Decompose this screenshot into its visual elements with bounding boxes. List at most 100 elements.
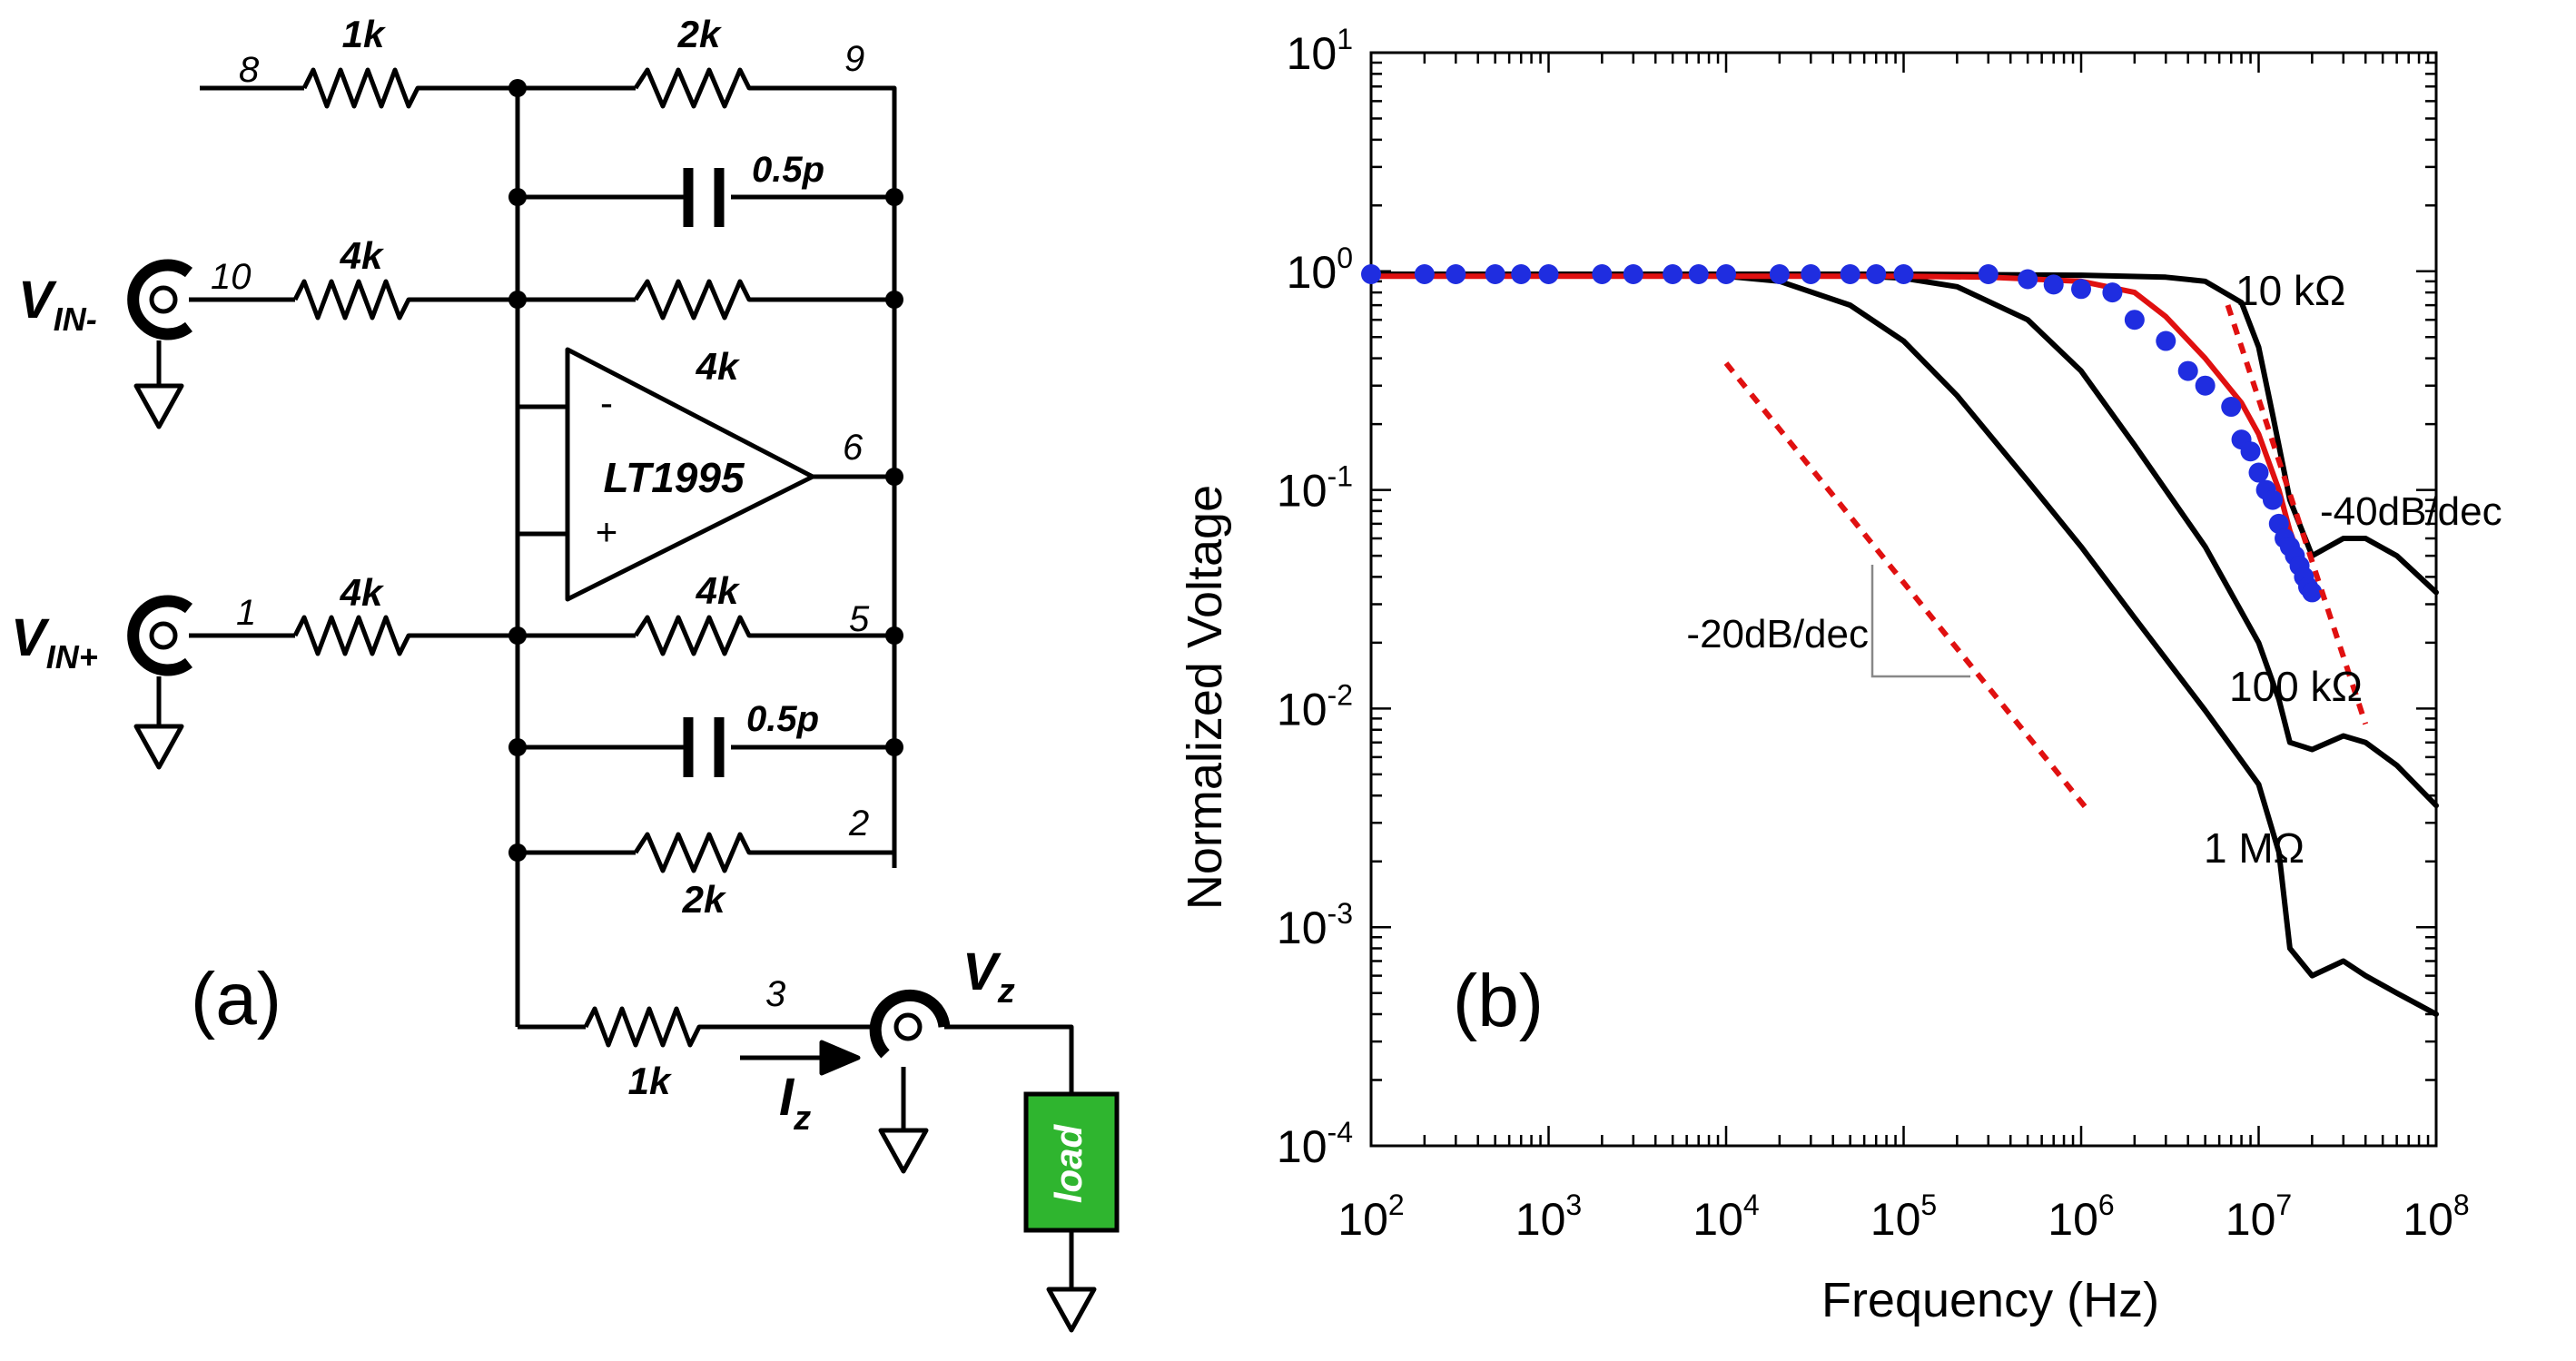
data-point [2043, 274, 2064, 295]
x-tick-label: 108 [2403, 1188, 2469, 1245]
data-point [2262, 489, 2283, 510]
data-point [1592, 263, 1613, 284]
series-fit [1368, 273, 2315, 596]
x-tick-label: 106 [2048, 1188, 2114, 1245]
annotation-10k: 10 kΩ [2235, 267, 2345, 314]
data-point [1893, 263, 1914, 284]
data-point [1361, 263, 1381, 284]
y-tick-label: 10-3 [1277, 897, 1353, 953]
data-point [2240, 441, 2261, 462]
load-label: load [1047, 1123, 1090, 1203]
bnc-vin-minus-icon [127, 259, 192, 340]
iz-label: Iz [779, 1068, 811, 1138]
ground-vz-icon [878, 1128, 929, 1174]
resistor-4k-in-plus [292, 615, 418, 656]
data-point [1485, 263, 1505, 284]
capacitor-bottom [683, 717, 725, 777]
ground-load-icon [1046, 1287, 1097, 1333]
capacitor-top [683, 168, 725, 227]
x-tick-label: 107 [2226, 1188, 2292, 1245]
data-point [1716, 263, 1736, 284]
data-point [1446, 263, 1466, 284]
data-point [1866, 263, 1887, 284]
bnc-vz-icon [869, 989, 951, 1059]
resistor-4k-in-minus [292, 279, 418, 321]
y-axis-label: Normalized Voltage [1178, 485, 1232, 910]
panel-a-label: (a) [191, 958, 281, 1040]
pin-8-label: 8 [239, 50, 260, 90]
bode-chart: 102 103 104 105 106 107 108 101 100 10-1 10-2 10-3 1… [1178, 23, 2502, 1327]
c-bottom-label: 0.5p [746, 699, 819, 739]
x-tick-label: 103 [1515, 1188, 1582, 1245]
resistor-4k-fb-plus [633, 615, 758, 656]
panel-b-label: (b) [1453, 960, 1544, 1042]
data-point [2156, 330, 2176, 351]
opamp-triangle [565, 347, 815, 602]
r-4k-in-minus-label: 4k [340, 234, 385, 277]
x-tick-label: 104 [1693, 1188, 1759, 1245]
annotation-40db: -40dB/dec [2320, 489, 2502, 534]
circuit-schematic [127, 67, 1097, 1333]
annotation-20db: -20dB/dec [1686, 612, 1869, 656]
data-point [1840, 263, 1860, 284]
circuit-labels: 8 9 10 6 1 5 2 3 1k 2k 0.5p 4k 4k 4k 4k … [11, 13, 1015, 1138]
data-point [1978, 263, 1999, 284]
x-tick-label: 102 [1337, 1188, 1404, 1245]
vz-label: Vz [962, 942, 1015, 1011]
data-point [2195, 375, 2216, 396]
pin-3-label: 3 [765, 974, 785, 1014]
data-point [2221, 397, 2242, 418]
resistor-1k-out [583, 1006, 708, 1048]
data-point [1538, 263, 1559, 284]
pin-6-label: 6 [843, 428, 864, 468]
opamp-minus-label: - [600, 381, 613, 424]
pin-1-label: 1 [236, 593, 256, 633]
data-point [1511, 263, 1532, 284]
data-point [2071, 279, 2091, 300]
x-axis-label: Frequency (Hz) [1821, 1273, 2159, 1327]
opamp-plus-label: + [596, 510, 618, 553]
resistor-2k-bottom [633, 832, 758, 873]
circuit-wires [156, 85, 1074, 1289]
bnc-vin-plus-icon [127, 595, 192, 676]
resistor-4k-fb-minus [633, 279, 758, 321]
axis-tick-labels: 102 103 104 105 106 107 108 101 100 10-1 10-2 10-3 1… [1277, 23, 2470, 1245]
series-measured [1361, 263, 2323, 603]
data-point [2302, 582, 2323, 603]
r-4k-fb-plus-label: 4k [696, 569, 741, 612]
junction-dots [508, 79, 903, 862]
pin-5-label: 5 [849, 599, 870, 639]
opamp-label: LT1995 [603, 454, 745, 501]
r-4k-in-plus-label: 4k [340, 571, 385, 614]
data-point [1414, 263, 1435, 284]
ground-vin-plus-icon [133, 724, 184, 770]
data-point [2124, 310, 2145, 330]
annotation-100k: 100 kΩ [2229, 663, 2363, 710]
current-arrow-icon [740, 1040, 861, 1076]
r-2k-bottom-label: 2k [682, 878, 727, 921]
tick-marks [1369, 51, 2438, 1148]
series-1-m-simulated [1368, 271, 2439, 1017]
ground-vin-minus-icon [133, 383, 184, 429]
r-2k-top-label: 2k [677, 13, 723, 55]
pin-9-label: 9 [844, 39, 864, 79]
x-tick-label: 105 [1870, 1188, 1937, 1245]
data-point [1801, 263, 1821, 284]
r-1k-top-label: 1k [342, 13, 387, 55]
c-top-label: 0.5p [752, 150, 824, 190]
resistor-2k-top [633, 67, 758, 109]
y-tick-label: 101 [1287, 23, 1353, 79]
data-point [1623, 263, 1643, 284]
data-point [2018, 269, 2038, 290]
data-point [1769, 263, 1790, 284]
axis-ticks [1369, 51, 2438, 1148]
vin-plus-label: VIN+ [11, 608, 98, 676]
plot-series [1361, 263, 2439, 1017]
data-point [2102, 282, 2123, 303]
y-tick-label: 10-2 [1277, 678, 1353, 735]
series--40db-dec-guide [2225, 304, 2369, 725]
annotation-1m: 1 MΩ [2204, 824, 2305, 872]
slope-triangle [1870, 565, 1970, 678]
data-point [2177, 360, 2198, 381]
y-tick-label: 100 [1287, 242, 1353, 298]
